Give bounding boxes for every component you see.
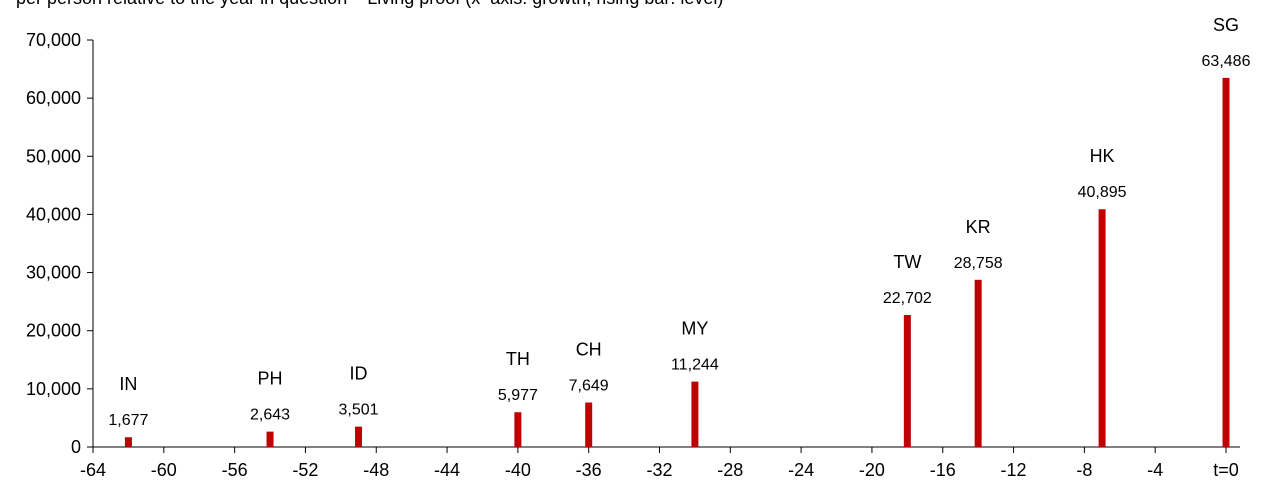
x-tick-label: -64 [80, 460, 106, 480]
country-label-sg: SG [1213, 15, 1239, 35]
x-tick-label: -52 [292, 460, 318, 480]
x-tick-label: -12 [1001, 460, 1027, 480]
x-tick-label: -4 [1147, 460, 1163, 480]
x-tick-label: -48 [363, 460, 389, 480]
chart-caption: per person relative to the year in quest… [16, 0, 723, 9]
data-label-hk: 40,895 [1078, 184, 1127, 201]
x-tick-label: -44 [434, 460, 460, 480]
x-tick-label: t=0 [1213, 460, 1239, 480]
x-tick-label: -28 [717, 460, 743, 480]
country-label-th: TH [506, 349, 530, 369]
bar-hk [1098, 209, 1106, 447]
y-tick-label: 0 [71, 437, 81, 457]
data-label-tw: 22,702 [883, 290, 932, 307]
bar-ch [585, 402, 593, 447]
x-tick-label: -32 [646, 460, 672, 480]
data-label-ph: 2,643 [250, 407, 290, 424]
bar-id [355, 426, 363, 447]
x-tick-label: -20 [859, 460, 885, 480]
country-label-in: IN [119, 374, 137, 394]
country-label-hk: HK [1090, 146, 1115, 166]
y-tick-label: 30,000 [26, 263, 81, 283]
x-tick-label: -16 [930, 460, 956, 480]
y-tick-label: 10,000 [26, 379, 81, 399]
data-label-th: 5,977 [498, 387, 538, 404]
bar-kr [974, 279, 982, 447]
data-label-my: 11,244 [671, 357, 719, 374]
x-tick-label: -56 [222, 460, 248, 480]
bar-th [514, 412, 522, 447]
x-tick-label: -8 [1076, 460, 1092, 480]
y-tick-label: 70,000 [26, 30, 81, 50]
x-tick-label: -40 [505, 460, 531, 480]
y-tick-label: 20,000 [26, 321, 81, 341]
bar-sg [1222, 77, 1230, 447]
country-label-kr: KR [966, 217, 991, 237]
y-tick-label: 60,000 [26, 88, 81, 108]
data-label-in: 1,677 [108, 412, 148, 429]
data-label-id: 3,501 [339, 402, 379, 419]
country-label-ch: CH [576, 340, 602, 360]
y-tick-label: 40,000 [26, 204, 81, 224]
country-label-id: ID [350, 364, 368, 384]
bar-my [691, 381, 699, 447]
bar-tw [903, 315, 911, 447]
bar-in [124, 437, 132, 447]
country-label-tw: TW [893, 252, 921, 272]
bar-ph [266, 431, 274, 447]
country-label-ph: PH [258, 369, 283, 389]
x-tick-label: -60 [151, 460, 177, 480]
y-tick-label: 50,000 [26, 146, 81, 166]
data-label-ch: 7,649 [569, 378, 609, 395]
x-tick-label: -24 [788, 460, 814, 480]
x-tick-label: -36 [576, 460, 602, 480]
data-label-kr: 28,758 [954, 255, 1003, 272]
country-label-my: MY [681, 319, 708, 339]
data-label-sg: 63,486 [1202, 53, 1251, 70]
